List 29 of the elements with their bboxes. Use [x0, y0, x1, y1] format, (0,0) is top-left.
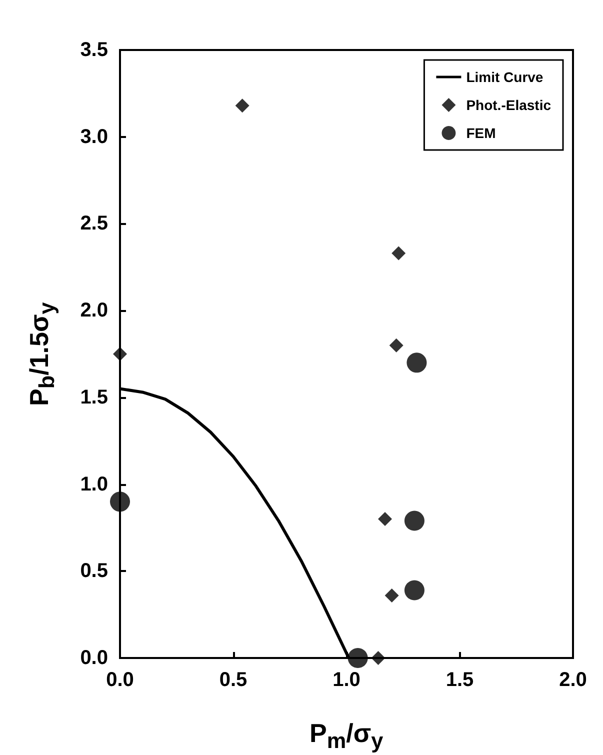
- point: [404, 510, 424, 531]
- point: [371, 651, 386, 665]
- x-tick-label: 1.5: [446, 669, 474, 691]
- point: [404, 580, 424, 600]
- y-tick-label: 3.0: [80, 126, 108, 148]
- y-tick-label: 2.5: [80, 212, 108, 235]
- y-tick-label: 0.5: [80, 560, 108, 582]
- point: [348, 648, 368, 668]
- point: [389, 338, 404, 352]
- y-tick-label: 0.0: [80, 647, 108, 669]
- y-tick-label: 2.0: [80, 300, 108, 322]
- y-tick-label: 1.5: [80, 386, 108, 408]
- point: [235, 98, 250, 113]
- point: [406, 352, 427, 373]
- legend-label: Phot.-Elastic: [466, 97, 552, 113]
- point: [378, 512, 392, 526]
- x-tick-label: 0.5: [219, 669, 248, 691]
- point: [110, 492, 130, 512]
- y-tick-label: 3.5: [80, 39, 108, 61]
- point: [113, 347, 127, 361]
- legend-label: FEM: [466, 125, 496, 141]
- x-tick-label: 1.0: [332, 669, 360, 691]
- y-tick-label: 1.0: [80, 473, 108, 496]
- x-tick-label: 2.0: [559, 669, 587, 691]
- x-tick-label: 0.0: [106, 669, 134, 691]
- point: [392, 246, 406, 260]
- x-axis-title: P$_{m}$/σ$_{y}$: [310, 718, 384, 754]
- legend-label: Limit Curve: [466, 69, 544, 85]
- point: [384, 588, 399, 602]
